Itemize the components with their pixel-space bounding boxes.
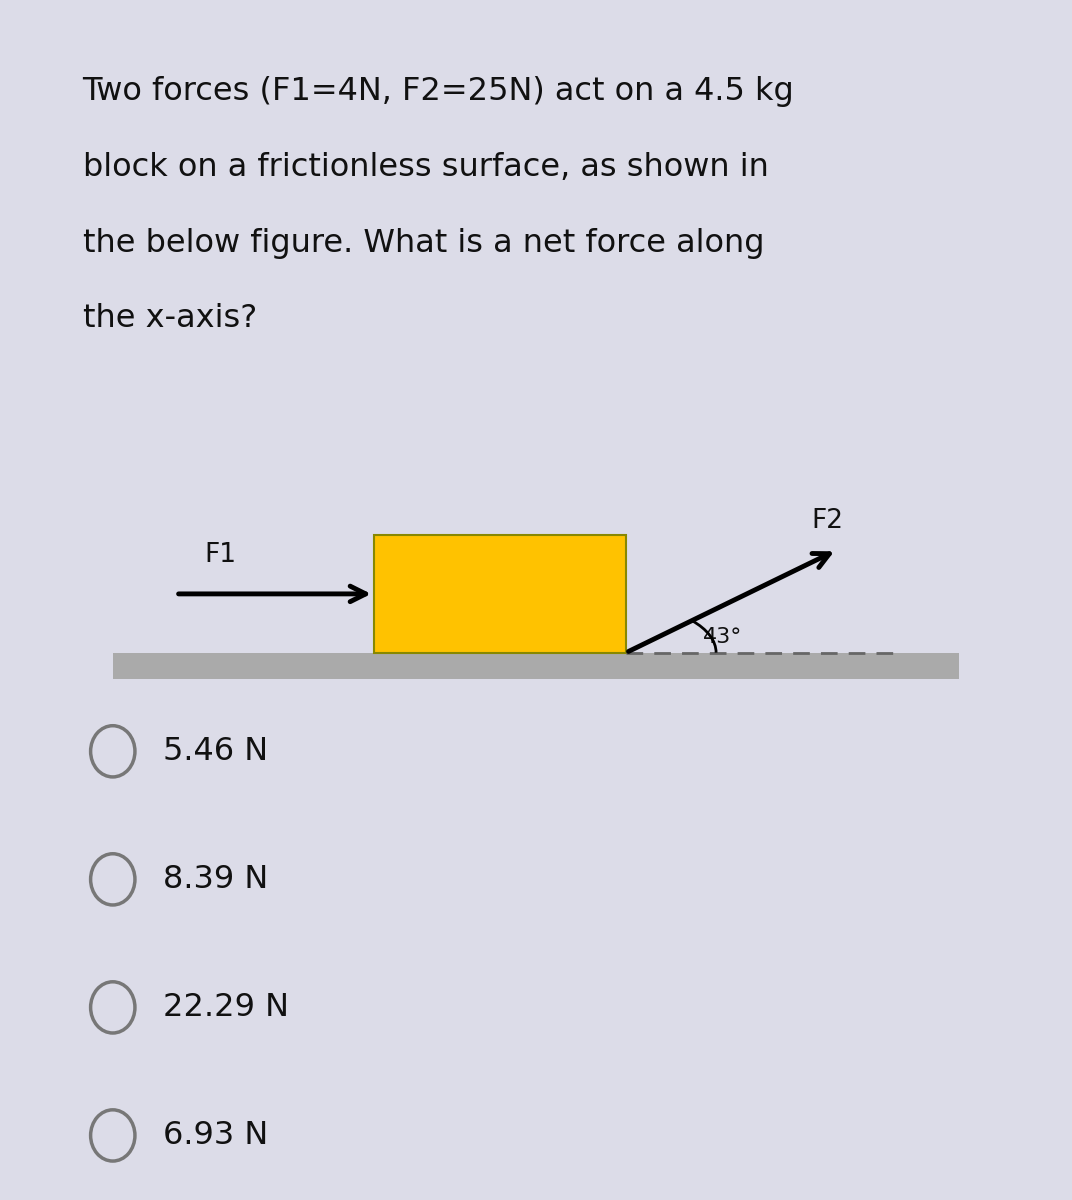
- Text: the below figure. What is a net force along: the below figure. What is a net force al…: [83, 228, 764, 258]
- Text: Two forces (F1=4N, F2=25N) act on a 4.5 kg: Two forces (F1=4N, F2=25N) act on a 4.5 …: [83, 77, 794, 107]
- Text: 8.39 N: 8.39 N: [163, 864, 268, 895]
- Text: block on a frictionless surface, as shown in: block on a frictionless surface, as show…: [83, 152, 769, 182]
- Text: 22.29 N: 22.29 N: [163, 992, 289, 1022]
- Text: 6.93 N: 6.93 N: [163, 1120, 268, 1151]
- Text: F2: F2: [812, 508, 844, 534]
- Text: 5.46 N: 5.46 N: [163, 736, 268, 767]
- Text: 43°: 43°: [702, 628, 742, 647]
- Bar: [113, 653, 959, 678]
- Text: F1: F1: [205, 542, 237, 568]
- Bar: [374, 535, 626, 653]
- Text: the x-axis?: the x-axis?: [83, 304, 257, 334]
